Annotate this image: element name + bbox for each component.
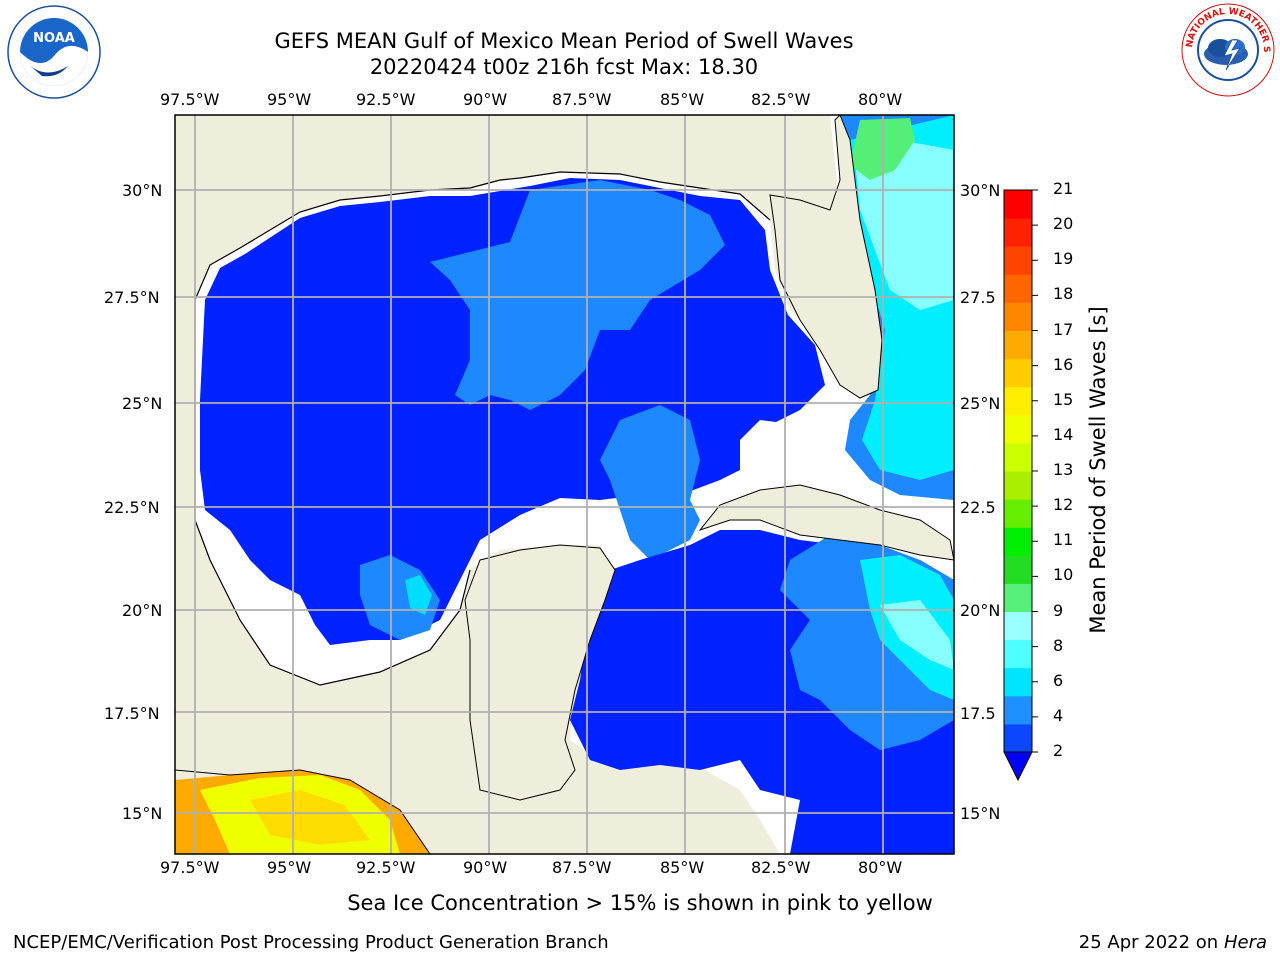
lat-label-right: 17.5 xyxy=(960,704,996,723)
colorbar xyxy=(1003,189,1038,782)
lon-label-top: 95°W xyxy=(267,90,312,109)
swell-field-mid-central-2 xyxy=(600,405,700,560)
colorbar-segment xyxy=(1004,358,1032,388)
colorbar-segment xyxy=(1004,611,1032,641)
sea-ice-caption: Sea Ice Concentration > 15% is shown in … xyxy=(347,891,933,915)
noaa-logo-text: NOAA xyxy=(33,31,75,46)
lon-label-top: 97.5°W xyxy=(160,90,220,109)
colorbar-segment xyxy=(1004,190,1032,219)
lon-label-bottom: 90°W xyxy=(463,858,508,877)
colorbar-segment xyxy=(1004,302,1032,331)
map-gridlines xyxy=(175,115,954,854)
colorbar-segment xyxy=(1004,555,1032,584)
lon-label-bottom: 85°W xyxy=(660,858,705,877)
lat-label-right: 22.5 xyxy=(960,498,996,517)
lon-label-bottom: 97.5°W xyxy=(160,858,220,877)
colorbar-tick-label: 21 xyxy=(1053,179,1074,198)
us-gulf-coastline xyxy=(194,171,771,301)
footer-machine: Hera xyxy=(1223,932,1267,953)
lat-label-left: 15°N xyxy=(122,804,163,823)
cuba-land xyxy=(698,484,954,561)
lon-label-top: 80°W xyxy=(858,90,903,109)
colorbar-extend-arrow xyxy=(1003,751,1033,782)
lat-label-right: 25°N xyxy=(960,394,1001,413)
lon-label-bottom: 92.5°W xyxy=(356,858,416,877)
colorbar-segment xyxy=(1004,499,1032,528)
lat-label-left: 30°N xyxy=(122,181,163,200)
colorbar-tick-label: 18 xyxy=(1053,284,1074,304)
lat-label-left: 25°N xyxy=(122,394,163,413)
pacific-swell-gold xyxy=(250,790,370,845)
noaa-logo: NOAA xyxy=(6,4,102,100)
colorbar-tick-label: 9 xyxy=(1053,600,1064,620)
colorbar-segment xyxy=(1004,274,1032,303)
colorbar-segment xyxy=(1004,442,1032,472)
lon-label-bottom: 82.5°W xyxy=(751,858,811,877)
colorbar-tick-label: 20 xyxy=(1053,214,1074,234)
map-subtitle: 20220424 t00z 216h fcst Max: 18.30 xyxy=(369,55,759,79)
lat-label-left: 20°N xyxy=(122,601,163,620)
lon-label-top: 87.5°W xyxy=(552,90,612,109)
footer-date-text: 25 Apr 2022 on xyxy=(1078,932,1224,953)
footer-date: 25 Apr 2022 on Hera xyxy=(1079,932,1267,953)
colorbar-segment xyxy=(1004,667,1032,697)
colorbar-tick-label: 4 xyxy=(1053,705,1064,725)
nws-logo: NATIONAL WEATHER SERVICE xyxy=(1177,0,1276,98)
lat-label-left: 22.5°N xyxy=(104,498,160,517)
colorbar-tick-label: 11 xyxy=(1053,530,1074,550)
lon-label-top: 85°W xyxy=(660,90,705,109)
pacific-coastline xyxy=(175,769,431,854)
lat-label-left: 17.5°N xyxy=(104,704,160,723)
colorbar-tick-label: 17 xyxy=(1053,319,1074,339)
colorbar-tick-label: 13 xyxy=(1053,460,1074,479)
footer-branch: NCEP/EMC/Verification Post Processing Pr… xyxy=(13,932,609,953)
lon-label-bottom: 95°W xyxy=(267,858,312,877)
colorbar-segment xyxy=(1004,639,1032,669)
swell-field-deep-west xyxy=(200,178,825,645)
colorbar-segment xyxy=(1004,527,1032,556)
lat-label-right: 15°N xyxy=(960,804,1001,823)
map-frame xyxy=(174,114,955,855)
colorbar-tick-label: 6 xyxy=(1053,670,1064,690)
colorbar-tick-label: 14 xyxy=(1053,424,1074,444)
colorbar-segment xyxy=(1004,471,1032,500)
colorbar-segment xyxy=(1004,246,1032,275)
lat-label-right: 20°N xyxy=(960,601,1001,620)
colorbar-title: Mean Period of Swell Waves [s] xyxy=(1086,306,1110,634)
colorbar-tick-label: 12 xyxy=(1053,495,1074,515)
swell-field-light-caribbean xyxy=(880,600,954,670)
colorbar-tick-label: 8 xyxy=(1053,635,1064,655)
map-title: GEFS MEAN Gulf of Mexico Mean Period of … xyxy=(274,29,854,53)
swell-field-atlantic-light xyxy=(855,140,954,310)
lon-label-top: 90°W xyxy=(463,90,508,109)
colorbar-segment xyxy=(1004,218,1032,247)
colorbar-tick-label: 19 xyxy=(1053,249,1074,269)
lat-label-right: 27.5 xyxy=(960,288,996,307)
colorbar-segment xyxy=(1004,386,1032,416)
colorbar-tick-label: 16 xyxy=(1053,354,1074,374)
colorbar-tick-label: 15 xyxy=(1053,389,1074,409)
lon-label-bottom: 80°W xyxy=(858,858,903,877)
lon-label-top: 92.5°W xyxy=(356,90,416,109)
lon-label-bottom: 87.5°W xyxy=(552,858,612,877)
swell-field-cyan-bay xyxy=(405,575,432,615)
mexico-coastline xyxy=(194,300,471,686)
lat-label-left: 27.5°N xyxy=(104,288,160,307)
colorbar-segment xyxy=(1004,723,1032,753)
lat-label-right: 30°N xyxy=(960,181,1001,200)
swell-field-mid-central xyxy=(430,180,725,410)
colorbar-segment xyxy=(1004,583,1032,612)
colorbar-segment xyxy=(1004,414,1032,444)
colorbar-tick-label: 2 xyxy=(1053,741,1064,760)
colorbar-tick-label: 10 xyxy=(1053,565,1074,585)
lon-label-top: 82.5°W xyxy=(751,90,811,109)
colorbar-segment xyxy=(1004,330,1032,360)
florida-land xyxy=(769,115,883,399)
colorbar-segment xyxy=(1004,695,1032,725)
